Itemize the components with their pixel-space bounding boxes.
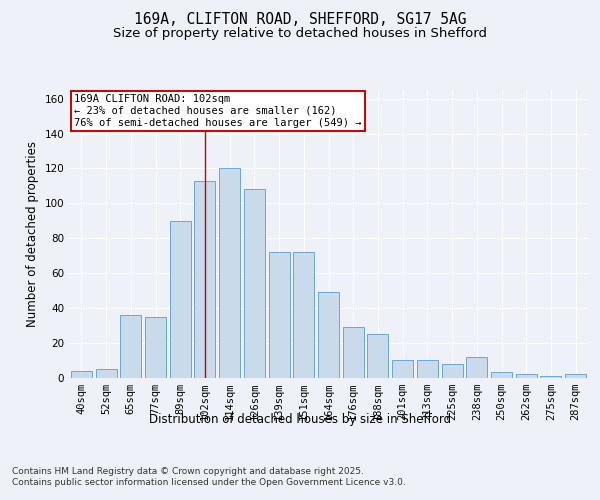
Bar xyxy=(219,168,240,378)
Text: Distribution of detached houses by size in Shefford: Distribution of detached houses by size … xyxy=(149,412,451,426)
Bar xyxy=(516,374,537,378)
Bar xyxy=(442,364,463,378)
Bar xyxy=(491,372,512,378)
Text: Size of property relative to detached houses in Shefford: Size of property relative to detached ho… xyxy=(113,28,487,40)
Bar xyxy=(95,369,116,378)
Text: 169A CLIFTON ROAD: 102sqm
← 23% of detached houses are smaller (162)
76% of semi: 169A CLIFTON ROAD: 102sqm ← 23% of detac… xyxy=(74,94,362,128)
Bar xyxy=(392,360,413,378)
Bar xyxy=(244,190,265,378)
Y-axis label: Number of detached properties: Number of detached properties xyxy=(26,141,39,327)
Bar xyxy=(194,180,215,378)
Bar xyxy=(417,360,438,378)
Bar xyxy=(565,374,586,378)
Bar xyxy=(343,327,364,378)
Bar xyxy=(120,315,141,378)
Bar xyxy=(367,334,388,378)
Text: 169A, CLIFTON ROAD, SHEFFORD, SG17 5AG: 169A, CLIFTON ROAD, SHEFFORD, SG17 5AG xyxy=(134,12,466,28)
Bar xyxy=(145,316,166,378)
Bar xyxy=(71,370,92,378)
Bar xyxy=(318,292,339,378)
Bar xyxy=(541,376,562,378)
Bar xyxy=(269,252,290,378)
Bar xyxy=(466,356,487,378)
Bar xyxy=(293,252,314,378)
Text: Contains HM Land Registry data © Crown copyright and database right 2025.
Contai: Contains HM Land Registry data © Crown c… xyxy=(12,468,406,487)
Bar xyxy=(170,220,191,378)
